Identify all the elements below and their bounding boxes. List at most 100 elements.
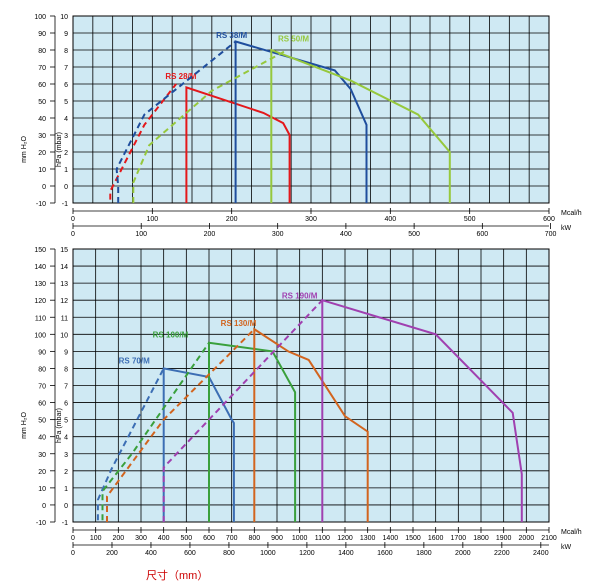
hpa-tick-label: 14 — [60, 264, 68, 271]
hpa-tick-label: 10 — [60, 14, 68, 21]
hpa-tick-label: 12 — [60, 298, 68, 305]
mm-tick-label: 80 — [38, 366, 46, 373]
hpa-tick-label: 9 — [64, 31, 68, 38]
hpa-tick-label: 11 — [61, 315, 68, 322]
series-solid-rs-190-m — [321, 298, 523, 522]
hpa-tick-label: 5 — [64, 99, 68, 106]
kw-tick-label: 1400 — [338, 550, 354, 557]
mcal-tick-label: 100 — [146, 216, 158, 223]
kw-axis-unit: kW — [561, 544, 572, 551]
mcal-tick-label: 1100 — [315, 535, 330, 542]
series-label-rs-190-m: RS 190/M — [282, 291, 318, 300]
mcal-tick-label: 300 — [305, 216, 317, 223]
mm-tick-label: 70 — [38, 65, 46, 72]
kw-tick-label: 700 — [545, 231, 557, 238]
mcal-tick-label: 1400 — [383, 535, 399, 542]
hpa-tick-label: 7 — [64, 65, 68, 72]
mcal-tick-label: 200 — [112, 535, 124, 542]
series-dashed-rs-130-m — [106, 328, 256, 522]
series-label-rs-38-m: RS 38/M — [216, 31, 247, 40]
series-label-rs-130-m: RS 130/M — [221, 319, 257, 328]
chart-rs-70-100-130-190: -100102030405060708090100110120130140150… — [21, 247, 582, 557]
y-axis-label-mm: mm H₂O — [21, 136, 28, 163]
kw-tick-label: 400 — [340, 231, 352, 238]
mm-tick-label: 60 — [38, 401, 46, 408]
kw-tick-label: 2000 — [455, 550, 471, 557]
hpa-tick-label: 8 — [64, 366, 68, 373]
hpa-tick-label: 4 — [64, 116, 68, 123]
hpa-tick-label: 15 — [60, 247, 68, 254]
kw-tick-label: 800 — [223, 550, 235, 557]
mm-tick-label: 40 — [38, 116, 46, 123]
series-dashed-rs-190-m — [162, 299, 324, 522]
mcal-tick-label: 300 — [135, 535, 147, 542]
mm-tick-label: 120 — [34, 298, 46, 305]
mm-tick-label: 60 — [38, 82, 46, 89]
mm-tick-label: 100 — [34, 14, 46, 21]
mcal-tick-label: 0 — [71, 535, 75, 542]
kw-tick-label: 500 — [408, 231, 420, 238]
kw-tick-label: 200 — [106, 550, 118, 557]
mcal-tick-label: 2100 — [541, 535, 557, 542]
mm-tick-label: -10 — [36, 201, 46, 208]
series-solid-rs-38-m — [234, 40, 368, 203]
mcal-tick-label: 500 — [180, 535, 192, 542]
mm-tick-label: 90 — [38, 31, 46, 38]
hpa-tick-label: 8 — [64, 48, 68, 55]
mcal-tick-label: 0 — [71, 216, 75, 223]
mm-tick-label: 0 — [42, 503, 46, 510]
kw-tick-label: 600 — [477, 231, 489, 238]
series-solid-rs-28-m — [185, 86, 291, 203]
hpa-tick-label: 6 — [64, 401, 68, 408]
hpa-tick-label: 0 — [64, 184, 68, 191]
kw-axis-unit: kW — [561, 225, 572, 232]
mm-tick-label: 30 — [38, 452, 46, 459]
hpa-tick-label: 4 — [64, 435, 68, 442]
mm-tick-label: 140 — [34, 264, 46, 271]
mcal-tick-label: 1800 — [473, 535, 489, 542]
mm-tick-label: 20 — [38, 150, 46, 157]
kw-tick-label: 1600 — [377, 550, 393, 557]
mcal-tick-label: 2000 — [519, 535, 535, 542]
mm-tick-label: 150 — [34, 247, 46, 254]
chart-rs-28-38-50: -100102030405060708090100-1012345678910m… — [21, 14, 582, 238]
mm-tick-label: 80 — [38, 48, 46, 55]
mcal-axis-unit: Mcal/h — [561, 210, 582, 217]
y-axis-label-hpa: hPa (mbar) — [56, 132, 63, 167]
mm-tick-label: 10 — [38, 486, 46, 493]
mm-tick-label: 70 — [38, 384, 46, 391]
kw-tick-label: 200 — [204, 231, 216, 238]
mcal-tick-label: 800 — [248, 535, 260, 542]
mcal-tick-label: 400 — [158, 535, 170, 542]
mcal-tick-label: 1200 — [337, 535, 353, 542]
mm-tick-label: 90 — [38, 349, 46, 356]
mcal-tick-label: 1900 — [496, 535, 512, 542]
mcal-tick-label: 1600 — [428, 535, 444, 542]
kw-tick-label: 300 — [272, 231, 284, 238]
series-dashed-rs-50-m — [132, 49, 288, 203]
mcal-tick-label: 900 — [271, 535, 283, 542]
hpa-tick-label: 7 — [64, 384, 68, 391]
mcal-tick-label: 1500 — [405, 535, 421, 542]
series-label-rs-70-m: RS 70/M — [119, 356, 150, 365]
mcal-tick-label: 700 — [226, 535, 238, 542]
kw-tick-label: 0 — [71, 231, 75, 238]
hpa-tick-label: 9 — [64, 349, 68, 356]
hpa-tick-label: 3 — [64, 133, 68, 140]
series-solid-rs-130-m — [253, 327, 369, 522]
series-dashed-rs-70-m — [96, 367, 165, 521]
mm-tick-label: 110 — [35, 315, 46, 322]
mcal-tick-label: 1700 — [451, 535, 467, 542]
mcal-tick-label: 100 — [90, 535, 102, 542]
mm-tick-label: 20 — [38, 469, 46, 476]
hpa-tick-label: 13 — [60, 281, 68, 288]
mm-tick-label: 0 — [42, 184, 46, 191]
series-label-rs-100-m: RS 100/M — [153, 331, 189, 340]
kw-tick-label: 0 — [71, 550, 75, 557]
hpa-tick-label: 10 — [60, 332, 68, 339]
kw-tick-label: 600 — [184, 550, 196, 557]
hpa-tick-label: -1 — [62, 201, 68, 208]
mm-tick-label: 40 — [38, 435, 46, 442]
mcal-tick-label: 1300 — [360, 535, 376, 542]
mcal-tick-label: 600 — [543, 216, 555, 223]
